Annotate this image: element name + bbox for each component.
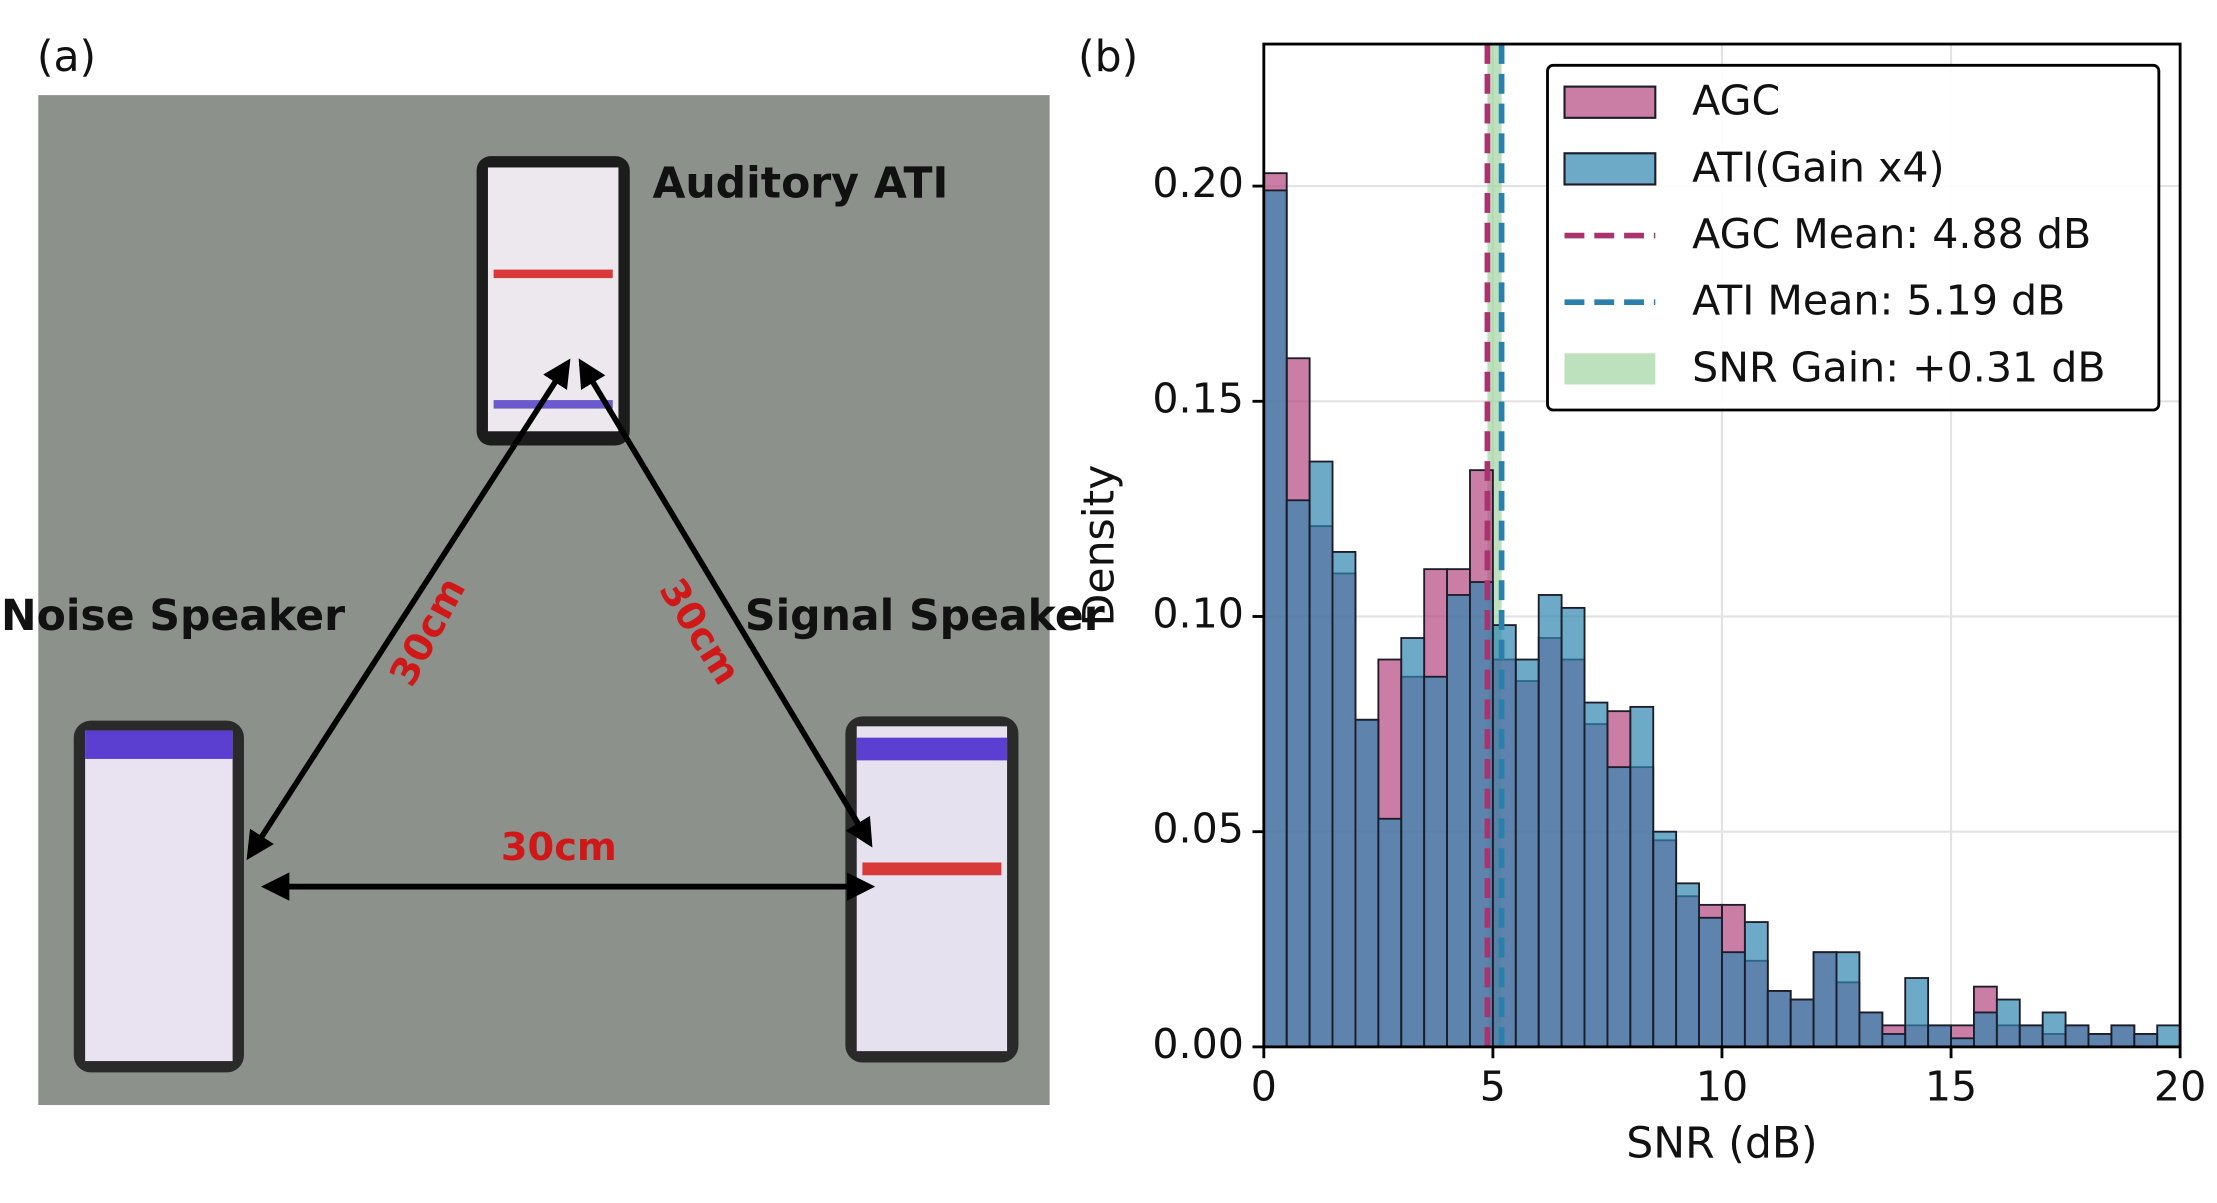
histogram-bar [1904,977,1930,1048]
histogram-bar [1285,499,1311,1048]
device-label: Noise Speaker [1,592,345,641]
histogram-bar [1446,594,1471,1048]
y-axis-label: Density [1076,465,1125,627]
histogram-bar [1812,951,1838,1048]
x-tick-label: 10 [1696,1062,1748,1110]
y-tick-label: 0.20 [1152,159,1244,207]
histogram-bar [1789,998,1815,1048]
legend-key [1563,152,1657,186]
x-tick-label: 20 [2154,1062,2206,1110]
histogram-bar [1560,606,1586,1048]
legend-label: AGC Mean: 4.88 dB [1692,210,2091,258]
histogram-bar [2087,1033,2113,1048]
legend-label: AGC [1692,77,1780,125]
histogram-bar [1927,1024,1952,1048]
histogram-bar [2064,1024,2090,1048]
plot-frame [1262,42,2182,1049]
histogram-bar [1995,998,2021,1048]
histogram-bar [1652,830,1678,1048]
histogram-bar [1423,675,1449,1048]
panel-label: (a) [37,33,96,82]
y-tick-label: 0.15 [1152,374,1244,422]
histogram-bar [2110,1024,2136,1048]
device-label: Auditory ATI [652,159,948,208]
x-tick-label: 15 [1925,1062,1977,1110]
histogram-bar [1675,882,1700,1048]
histogram-bar [1537,594,1563,1048]
phone-left [73,720,244,1073]
legend-box [1546,63,2161,412]
histogram-bar [1698,916,1723,1048]
x-tick-label: 5 [1480,1062,1506,1110]
histogram-bar [1354,718,1380,1048]
histogram-bar [2018,1024,2044,1048]
histogram-bar [2041,1011,2067,1048]
histogram-bar [1743,921,1769,1048]
histogram-bar [1629,705,1655,1048]
histogram-bar [1881,1033,1907,1048]
histogram-bar [1721,951,1746,1048]
legend-label: ATI Mean: 5.19 dB [1692,277,2065,325]
arrows [246,358,876,901]
y-tick-label: 0.05 [1152,805,1244,853]
y-tick-label: 0.00 [1152,1020,1244,1068]
legend-label: SNR Gain: +0.31 dB [1692,343,2105,391]
histogram-bar [1858,1011,1884,1048]
histogram-bar [1400,637,1426,1048]
histogram-bar [1377,817,1403,1048]
legend-key [1564,353,1656,385]
histogram-bar [1973,1011,1998,1048]
histogram-bar [1331,551,1357,1048]
histogram-bar [1766,990,1792,1048]
histogram-bar [2133,1033,2159,1048]
histogram-bar [1514,658,1540,1048]
histogram-bar [2156,1024,2182,1048]
x-tick-label: 0 [1251,1062,1277,1110]
phone-right [845,716,1019,1063]
histogram-bar [1308,460,1334,1048]
histogram-bar [1262,189,1288,1048]
legend-label: ATI(Gain x4) [1692,143,1944,191]
histogram-bar [1606,766,1632,1048]
x-axis-label: SNR (dB) [1626,1120,1817,1169]
legend-key [1563,85,1657,119]
device-label: Signal Speaker [745,592,1105,641]
distance-label: 30cm [501,825,617,870]
panel-label: (b) [1078,33,1138,82]
histogram-bar [1583,701,1609,1048]
y-tick-label: 0.10 [1152,589,1244,637]
histogram-bar [1835,951,1861,1048]
